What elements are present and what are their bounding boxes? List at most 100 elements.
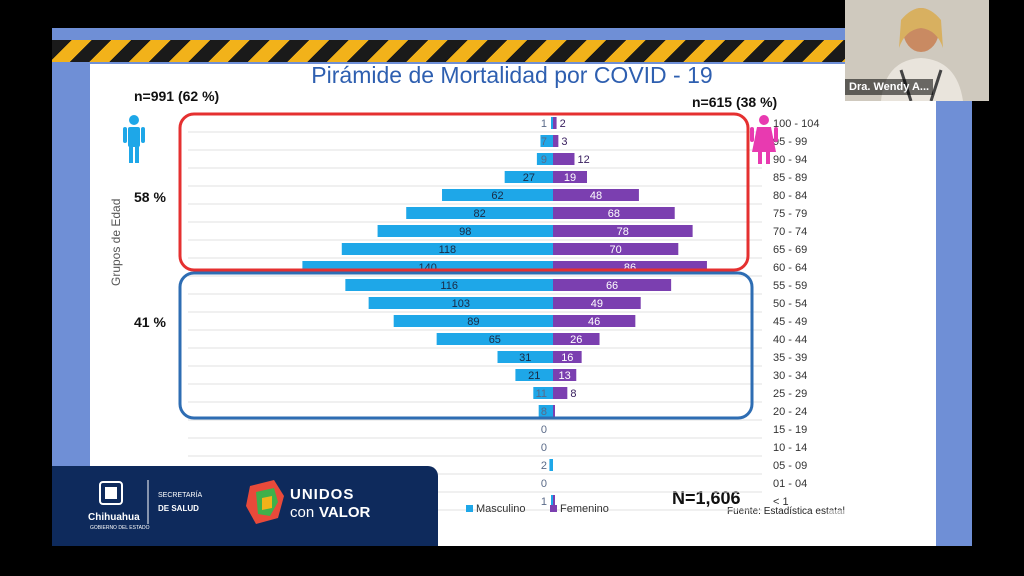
data-label-femenino: 19	[564, 172, 576, 184]
de-salud-label: DE SALUD	[158, 504, 199, 513]
data-label-femenino: 2	[560, 118, 566, 130]
category-label: 45 - 49	[773, 316, 807, 328]
participant-silhouette-icon	[845, 0, 989, 101]
bar-masculino	[377, 225, 553, 237]
data-label-masculino: 31	[519, 352, 531, 364]
campaign-con: con	[290, 504, 315, 521]
data-label-femenino: 13	[559, 370, 571, 382]
bar-masculino	[551, 495, 553, 507]
category-label: 65 - 69	[773, 244, 807, 256]
legend-swatch-male	[466, 505, 473, 512]
chihuahua-sub-label: GOBIERNO DEL ESTADO	[90, 525, 150, 531]
category-label: 60 - 64	[773, 262, 807, 274]
chihuahua-shield-icon	[99, 481, 123, 505]
data-label-femenino: 16	[561, 352, 573, 364]
bar-femenino	[553, 351, 582, 363]
male-total: n=991 (62 %)	[134, 88, 220, 104]
category-label: 40 - 44	[773, 334, 807, 346]
unidos-logo-icon	[246, 480, 284, 524]
data-label-femenino: 66	[606, 280, 618, 292]
data-label-masculino: 65	[489, 334, 501, 346]
data-label-masculino: 82	[473, 208, 485, 220]
bar-masculino	[551, 117, 553, 129]
category-label: 70 - 74	[773, 226, 807, 238]
highlight-box-older	[178, 112, 750, 272]
category-label: 55 - 59	[773, 280, 807, 292]
bar-masculino	[393, 315, 553, 327]
bar-masculino	[533, 387, 553, 399]
category-label: 35 - 39	[773, 352, 807, 364]
female-total: n=615 (38 %)	[692, 94, 778, 110]
slide-footer: Chihuahua GOBIERNO DEL ESTADO SECRETARÍA…	[52, 466, 438, 546]
data-label-masculino: 11	[536, 388, 547, 400]
bar-femenino	[553, 243, 679, 255]
legend-label-male: Masculino	[476, 503, 526, 515]
bar-femenino	[553, 405, 555, 417]
data-label-masculino: 103	[452, 298, 470, 310]
data-label-femenino: 46	[588, 316, 600, 328]
bar-masculino	[515, 369, 553, 381]
participant-name: Dra. Wendy A...	[845, 79, 934, 95]
shared-slide: Pirámide de Mortalidad por COVID - 19 n=…	[52, 28, 972, 546]
data-label-masculino: 0	[541, 442, 547, 454]
data-label-masculino: 62	[491, 190, 503, 202]
category-label: 80 - 84	[773, 190, 807, 202]
data-label-femenino: 68	[608, 208, 620, 220]
data-label-masculino: 21	[528, 370, 540, 382]
upper-percentage: 58 %	[134, 189, 166, 205]
male-icon	[123, 115, 145, 163]
data-label-femenino: 8	[570, 388, 576, 400]
data-label-masculino: 118	[439, 244, 457, 256]
category-label: 25 - 29	[773, 388, 807, 400]
bar-masculino	[536, 153, 553, 165]
bar-masculino	[341, 243, 553, 255]
data-label-masculino: 1	[541, 118, 547, 130]
lower-percentage: 41 %	[134, 314, 166, 330]
data-label-masculino: 27	[523, 172, 535, 184]
bar-femenino	[553, 117, 557, 129]
category-label: 95 - 99	[773, 136, 807, 148]
bar-masculino	[345, 279, 553, 291]
bar-masculino	[368, 297, 553, 309]
category-label: 90 - 94	[773, 154, 807, 166]
bar-masculino	[538, 405, 553, 417]
data-label-masculino: 0	[541, 424, 547, 436]
participant-video[interactable]: Dra. Wendy A...	[845, 0, 989, 101]
campaign-unidos: UNIDOS	[290, 486, 355, 503]
bar-femenino	[553, 369, 577, 381]
bar-femenino	[553, 333, 600, 345]
secretaria-label: SECRETARÍA	[158, 492, 203, 499]
data-label-femenino: 70	[610, 244, 622, 256]
data-label-masculino: 7	[541, 136, 547, 148]
bar-femenino	[553, 297, 641, 309]
bar-femenino	[553, 171, 588, 183]
category-label: 50 - 54	[773, 298, 807, 310]
slide-title: Pirámide de Mortalidad por COVID - 19	[311, 62, 713, 88]
data-label-masculino: 0	[541, 478, 547, 490]
highlight-box-younger	[178, 271, 754, 420]
legend-swatch-female	[550, 505, 557, 512]
data-label-masculino: 2	[541, 460, 547, 472]
bar-femenino	[553, 207, 675, 219]
category-label: 10 - 14	[773, 442, 807, 454]
legend-label-female: Femenino	[560, 503, 609, 515]
bar-masculino	[436, 333, 553, 345]
bar-masculino	[549, 459, 553, 471]
bar-masculino	[442, 189, 553, 201]
bar-femenino	[553, 495, 555, 507]
chihuahua-label: Chihuahua	[88, 512, 140, 523]
category-label: 85 - 89	[773, 172, 807, 184]
y-axis-label: Grupos de Edad	[109, 199, 123, 286]
bar-femenino	[553, 387, 568, 399]
bar-femenino	[553, 315, 636, 327]
data-label-femenino: 26	[570, 334, 582, 346]
data-label-masculino: 9	[541, 154, 547, 166]
data-label-masculino: 8	[541, 406, 547, 418]
category-label: 75 - 79	[773, 208, 807, 220]
category-label: 100 - 104	[773, 118, 819, 130]
category-label: 01 - 04	[773, 478, 807, 490]
data-label-femenino: 3	[561, 136, 567, 148]
data-label-masculino: 1	[541, 496, 547, 508]
